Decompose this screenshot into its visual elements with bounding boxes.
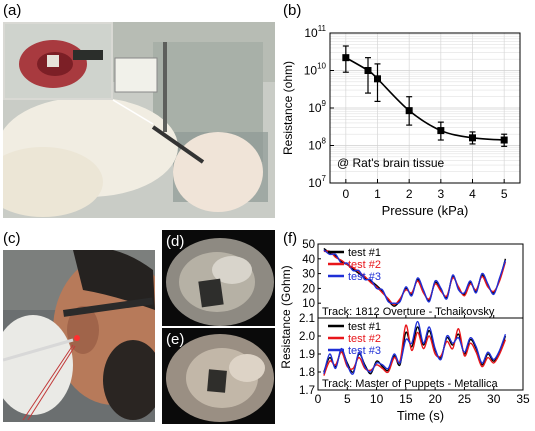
chart-b-data-point	[500, 136, 508, 144]
chart-f-series-line	[323, 249, 507, 305]
panel-label-b: (b)	[283, 2, 302, 19]
chart-b-data-point	[405, 107, 413, 115]
chart-b-data-point	[364, 67, 372, 74]
chart-f-ytick-label: 2.0	[299, 331, 315, 343]
chart-b-ylabel: Resistance (ohm)	[281, 61, 295, 155]
chart-f-ytick-label: 40	[302, 254, 315, 266]
chart-f-xtick-label: 25	[458, 392, 472, 406]
chart-b-data-point	[469, 134, 476, 142]
chart-f-series-line	[323, 324, 507, 376]
photo-otoscope-e	[162, 328, 275, 424]
panel-label-d: (d)	[166, 233, 185, 250]
chart-f-legend-label: test #1	[348, 247, 381, 259]
chart-f-xtick-label: 30	[487, 392, 501, 406]
chart-f-legend-label: test #3	[348, 345, 381, 357]
chart-f-xtick-label: 10	[370, 392, 384, 406]
chart-b-xticks: 0 1 2 3 4 5	[342, 179, 508, 201]
chart-b-xtick-label: 5	[501, 187, 508, 201]
chart-b-xtick-label: 2	[406, 187, 413, 201]
chart-f-legend-label: test #2	[348, 333, 381, 345]
panel-label-e: (e)	[166, 331, 185, 348]
chart-b-ytick-label: 1010	[304, 62, 327, 78]
chart-b-data-point	[342, 54, 350, 62]
chart-f-ytick-label: 1.7	[299, 385, 315, 397]
chart-b-xtick-label: 0	[342, 187, 349, 201]
chart-f-ytick-label: 30	[302, 269, 315, 281]
chart-f-xlabel: Time (s)	[397, 408, 444, 423]
chart-b-xlabel: Pressure (kPa)	[382, 203, 469, 218]
chart-b-ytick-label: 1011	[304, 24, 326, 40]
chart-resistance-vs-pressure: 107 108 109 1010 1011 0 1 2 3 4 5 @ Rat's brain t…	[281, 24, 521, 218]
chart-b-yticks: 107 108 109 1010 1011	[304, 24, 334, 190]
photo-rat-surgery	[3, 22, 275, 218]
chart-b-annotation: @ Rat's brain tissue	[337, 156, 445, 170]
panel-label-a: (a)	[3, 2, 22, 19]
chart-f-ytick-label: 20	[302, 283, 315, 295]
panel-label-c: (c)	[3, 230, 21, 247]
chart-f-xtick-label: 35	[516, 392, 530, 406]
chart-f-xtick-label: 5	[344, 392, 351, 406]
chart-f-ytick-label: 10	[302, 298, 315, 310]
chart-f-ylabel: Resistance (Gohm)	[279, 265, 293, 368]
chart-f-xtick-label: 20	[428, 392, 442, 406]
chart-b-xtick-label: 4	[469, 187, 476, 201]
chart-b-ytick-label: 109	[308, 99, 326, 115]
chart-f-legend-label: test #3	[348, 271, 381, 283]
chart-f-legend-label: test #2	[348, 259, 381, 271]
chart-f-legend-label: test #1	[348, 321, 381, 333]
chart-f-ytick-label: 2.1	[299, 313, 315, 325]
chart-f-ytick-label: 50	[302, 239, 315, 251]
panel-label-f: (f)	[283, 230, 298, 247]
chart-f-track-label: Track: 1812 Overture - Tchaikovsky	[322, 306, 495, 318]
photo-human-ear	[3, 250, 155, 422]
chart-f-xtick-label: 15	[399, 392, 413, 406]
chart-f-ytick-label: 1.8	[299, 367, 315, 379]
chart-b-xtick-label: 3	[437, 187, 444, 201]
chart-b-data-point	[374, 75, 381, 83]
chart-f-xtick-label: 0	[315, 392, 322, 406]
chart-b-ytick-label: 108	[308, 137, 326, 153]
chart-b-data-point	[437, 127, 445, 135]
chart-f-series-line	[323, 320, 507, 375]
chart-b-ytick-label: 107	[308, 174, 326, 190]
photo-otoscope-d	[162, 230, 275, 326]
chart-b-xtick-label: 1	[374, 187, 381, 201]
chart-f-track-label: Track: Master of Puppets - Metallica	[322, 378, 499, 390]
chart-f-ytick-label: 1.9	[299, 349, 315, 361]
